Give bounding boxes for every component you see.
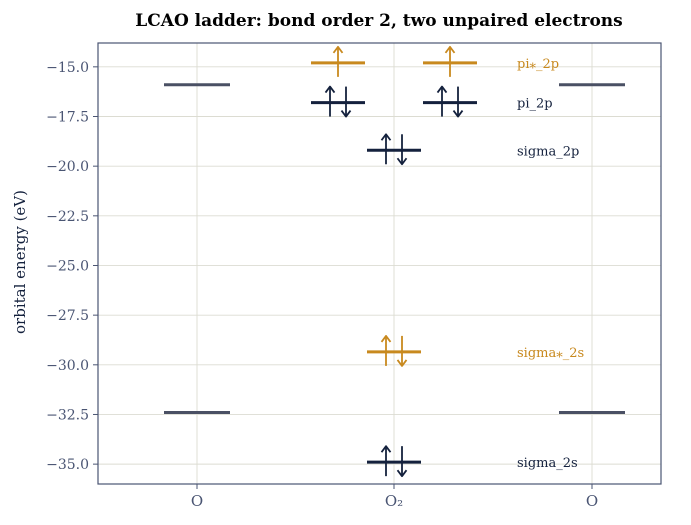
mo-level-label: sigma_2p xyxy=(517,144,579,159)
chart-title: LCAO ladder: bond order 2, two unpaired … xyxy=(135,11,622,31)
spin-up-arrowhead xyxy=(380,133,392,141)
mo-level-antibonding: pi⁎_2p xyxy=(311,45,559,77)
y-tick-label: −20.0 xyxy=(46,159,89,175)
spin-down-arrowhead xyxy=(396,469,408,478)
spin-up-arrowhead xyxy=(324,85,336,94)
spin-up-arrowhead xyxy=(436,85,448,94)
y-tick-label: −17.5 xyxy=(46,110,89,126)
y-tick-label: −22.5 xyxy=(46,209,89,225)
spin-down-arrowhead xyxy=(396,359,408,367)
spin-up-arrowhead xyxy=(332,45,344,54)
mo-level-bonding: pi_2p xyxy=(311,85,553,118)
grid-layer xyxy=(98,43,661,484)
y-tick-label: −32.5 xyxy=(46,407,89,423)
mo-level-label: pi⁎_2p xyxy=(517,57,559,72)
plot-frame xyxy=(97,42,662,485)
spin-down-arrowhead xyxy=(340,110,352,118)
y-tick-label: −35.0 xyxy=(46,457,89,473)
x-tick-label: O xyxy=(586,492,598,510)
mo-level-antibonding: sigma⁎_2s xyxy=(367,334,584,367)
y-tick-label: −25.0 xyxy=(46,258,89,274)
mo-level-label: pi_2p xyxy=(517,97,553,112)
mo-level-bonding: sigma_2p xyxy=(367,133,579,166)
spin-up-arrowhead xyxy=(444,45,456,54)
x-tick-label: O₂ xyxy=(385,492,403,510)
y-axis-label: orbital energy (eV) xyxy=(11,190,29,334)
axis-ticks: −15.0 −17.5 −20.0 −22.5 −25.0 −27.5 −30.0 −32.5… xyxy=(46,60,598,510)
y-tick-label: −27.5 xyxy=(46,308,89,324)
y-tick-label: −15.0 xyxy=(46,60,89,76)
spin-down-arrowhead xyxy=(396,157,408,166)
spin-up-arrowhead xyxy=(380,445,392,453)
x-tick-label: O xyxy=(191,492,203,510)
mo-level-label: sigma_2s xyxy=(517,456,578,471)
mo-level-label: sigma⁎_2s xyxy=(517,346,584,361)
spin-down-arrowhead xyxy=(452,110,464,118)
atomic-levels xyxy=(164,83,625,414)
y-tick-label: −30.0 xyxy=(46,358,89,374)
mo-level-bonding: sigma_2s xyxy=(367,445,578,478)
molecular-levels: sigma_2s sigma⁎_2s sigma_2p pi_2p pi⁎_2p xyxy=(311,45,584,478)
spin-up-arrowhead xyxy=(380,334,392,343)
